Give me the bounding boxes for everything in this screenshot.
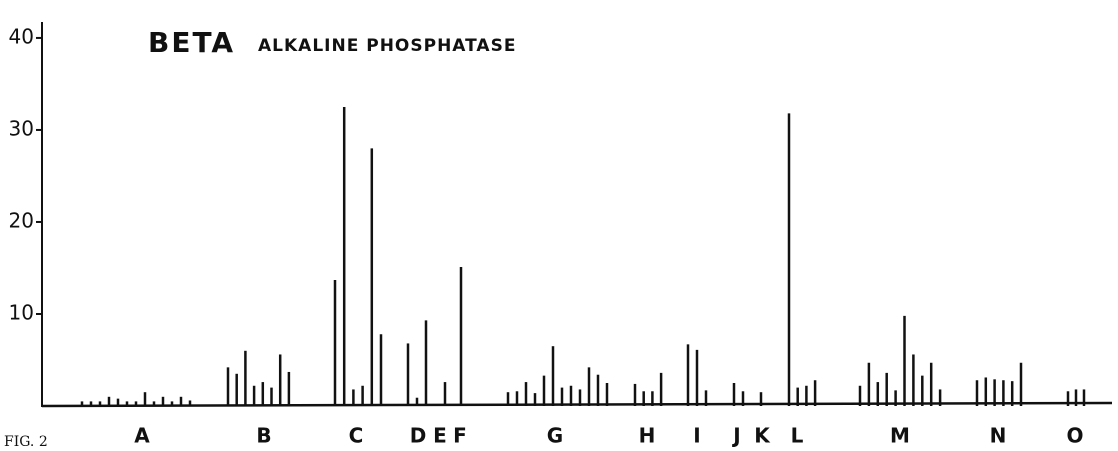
x-axis	[41, 401, 1113, 408]
chart-subtitle: ALKALINE PHOSPHATASE	[258, 36, 516, 56]
group-label: D	[410, 424, 427, 448]
group-label: L	[791, 424, 804, 448]
group-label: H	[639, 424, 656, 448]
chart-title: BETA	[148, 26, 235, 59]
y-tick-label: 40	[9, 24, 34, 48]
group-label: F	[453, 424, 467, 448]
group-label: O	[1066, 424, 1083, 448]
group-label: K	[754, 424, 771, 448]
group-label: A	[134, 424, 150, 448]
group-label: N	[990, 424, 1007, 448]
group-label: G	[547, 424, 563, 448]
group-label: I	[693, 424, 700, 448]
group-label: C	[349, 424, 364, 448]
y-tick-label: 20	[9, 208, 34, 232]
group-label: J	[731, 424, 740, 448]
group-label: B	[256, 424, 271, 448]
group-label: E	[433, 424, 447, 448]
caption: FIG. 2	[4, 434, 48, 450]
group-label: M	[890, 424, 910, 448]
y-tick-label: 10	[9, 300, 34, 324]
y-tick-label: 30	[9, 116, 34, 140]
